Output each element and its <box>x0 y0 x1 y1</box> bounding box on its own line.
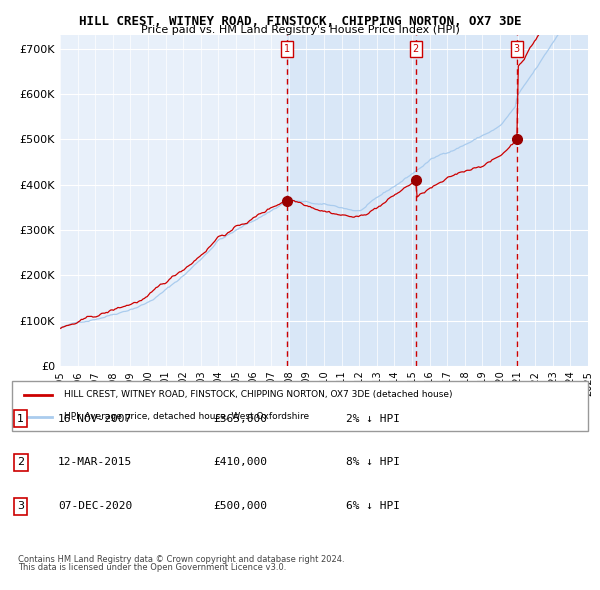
Text: HILL CREST, WITNEY ROAD, FINSTOCK, CHIPPING NORTON, OX7 3DE (detached house): HILL CREST, WITNEY ROAD, FINSTOCK, CHIPP… <box>64 390 452 399</box>
Text: HILL CREST, WITNEY ROAD, FINSTOCK, CHIPPING NORTON, OX7 3DE: HILL CREST, WITNEY ROAD, FINSTOCK, CHIPP… <box>79 15 521 28</box>
Text: 1: 1 <box>17 414 24 424</box>
Bar <box>287 35 588 366</box>
Text: 2% ↓ HPI: 2% ↓ HPI <box>346 414 400 424</box>
Text: 1: 1 <box>284 44 290 54</box>
Text: £410,000: £410,000 <box>214 457 268 467</box>
Text: 8% ↓ HPI: 8% ↓ HPI <box>346 457 400 467</box>
Text: HPI: Average price, detached house, West Oxfordshire: HPI: Average price, detached house, West… <box>64 412 309 421</box>
Text: £500,000: £500,000 <box>214 502 268 511</box>
Text: 07-DEC-2020: 07-DEC-2020 <box>58 502 133 511</box>
Text: 2: 2 <box>17 457 24 467</box>
Text: 16-NOV-2007: 16-NOV-2007 <box>58 414 133 424</box>
Text: 12-MAR-2015: 12-MAR-2015 <box>58 457 133 467</box>
FancyBboxPatch shape <box>12 381 588 431</box>
Text: 3: 3 <box>514 44 520 54</box>
Text: Price paid vs. HM Land Registry's House Price Index (HPI): Price paid vs. HM Land Registry's House … <box>140 25 460 35</box>
Text: £365,000: £365,000 <box>214 414 268 424</box>
Text: 2: 2 <box>413 44 419 54</box>
Text: Contains HM Land Registry data © Crown copyright and database right 2024.: Contains HM Land Registry data © Crown c… <box>18 555 344 563</box>
Text: 3: 3 <box>17 502 24 511</box>
Text: This data is licensed under the Open Government Licence v3.0.: This data is licensed under the Open Gov… <box>18 563 286 572</box>
Text: 6% ↓ HPI: 6% ↓ HPI <box>346 502 400 511</box>
